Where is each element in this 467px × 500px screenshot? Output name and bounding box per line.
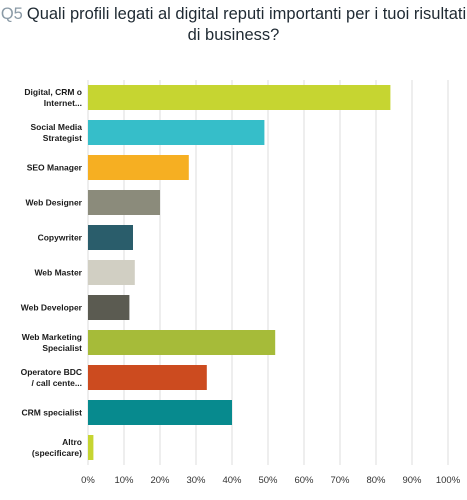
x-tick-label: 40%	[222, 475, 242, 486]
bar	[88, 85, 391, 110]
category-label: Digital, CRM o Internet...	[24, 87, 82, 108]
category-label: Copywriter	[38, 233, 83, 243]
category-label: SEO Manager	[27, 163, 83, 173]
bar	[88, 260, 135, 285]
category-labels: Digital, CRM o Internet... Social Media Str…	[21, 87, 83, 458]
x-tick-label: 50%	[258, 475, 278, 486]
x-tick-label: 100%	[436, 475, 461, 486]
x-tick-label: 0%	[81, 475, 95, 486]
x-tick-labels: 0% 10% 20% 30% 40% 50% 60% 70% 80% 90% 100%	[81, 475, 461, 486]
x-tick-label: 10%	[114, 475, 134, 486]
x-tick-label: 60%	[294, 475, 314, 486]
x-tick-label: 20%	[150, 475, 170, 486]
category-label: Web Master	[34, 268, 82, 278]
question-number: Q5	[0, 5, 23, 23]
bar	[88, 155, 189, 180]
bar	[88, 295, 130, 320]
x-tick-label: 70%	[330, 475, 350, 486]
bar	[88, 330, 276, 355]
bar	[88, 120, 265, 145]
category-label: Web Marketing Specialist	[22, 332, 82, 353]
category-label: Social Media Strategist	[31, 122, 83, 143]
x-tick-label: 30%	[186, 475, 206, 486]
bar	[88, 190, 160, 215]
category-label: CRM specialist	[22, 408, 83, 418]
x-tick-label: 90%	[402, 475, 422, 486]
x-tick-label: 80%	[366, 475, 386, 486]
category-label: Web Developer	[21, 303, 83, 313]
chart-title: Q5 Quali profili legati al digital reputi…	[0, 4, 467, 46]
category-label: Altro (specificare)	[32, 437, 82, 458]
category-label: Operatore BDC / call cente...	[21, 367, 82, 388]
bar	[88, 435, 94, 460]
question-text: Quali profili legati al digital reputi i…	[26, 5, 467, 44]
bar	[88, 225, 133, 250]
category-label: Web Designer	[25, 198, 82, 208]
bar	[88, 365, 207, 390]
bars	[88, 85, 391, 460]
bar	[88, 400, 232, 425]
